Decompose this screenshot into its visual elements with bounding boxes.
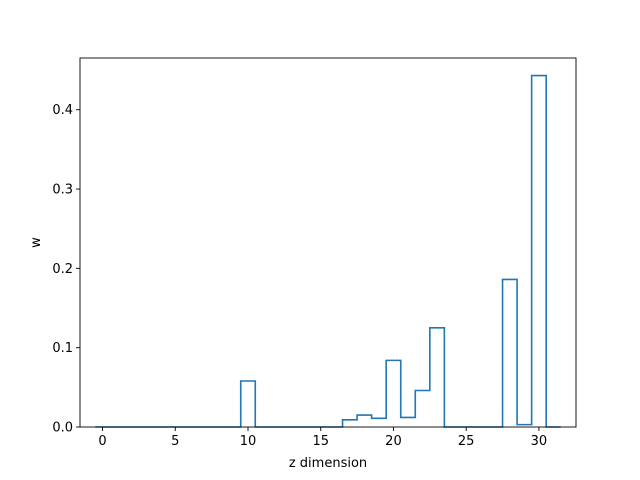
histogram-bin-19 — [372, 418, 387, 427]
y-tick-label: 0.3 — [52, 183, 73, 198]
histogram-bin-22 — [415, 391, 430, 427]
histogram-bin-10 — [241, 381, 256, 427]
x-axis-label: z dimension — [289, 456, 367, 471]
histogram-bin-28 — [503, 279, 518, 427]
histogram-bin-17 — [343, 420, 358, 427]
y-tick-label: 0.0 — [52, 421, 73, 436]
axes-frame — [79, 57, 577, 428]
histogram-bin-21 — [401, 417, 416, 427]
histogram-bin-20 — [386, 360, 401, 427]
histogram-step-line — [95, 74, 561, 428]
x-tick-label: 10 — [240, 434, 257, 449]
x-tick-label: 25 — [458, 434, 475, 449]
y-axis-label: w — [29, 237, 44, 248]
y-axis-ticks: 0.0 0.1 0.2 0.3 0.4 — [52, 103, 80, 436]
x-tick-label: 0 — [98, 434, 106, 449]
x-tick-label: 20 — [385, 434, 402, 449]
x-tick-label: 30 — [531, 434, 548, 449]
histogram-bin-18 — [357, 415, 372, 427]
y-tick-label: 0.2 — [52, 262, 73, 277]
histogram-bin-30 — [532, 76, 547, 427]
plot-area — [241, 76, 546, 427]
y-tick-label: 0.1 — [52, 341, 73, 356]
x-tick-label: 15 — [312, 434, 329, 449]
x-tick-label: 5 — [171, 434, 179, 449]
histogram-bin-23 — [430, 328, 445, 427]
x-axis-ticks: 0 5 10 15 20 25 30 — [98, 427, 547, 449]
y-tick-label: 0.4 — [52, 103, 73, 118]
